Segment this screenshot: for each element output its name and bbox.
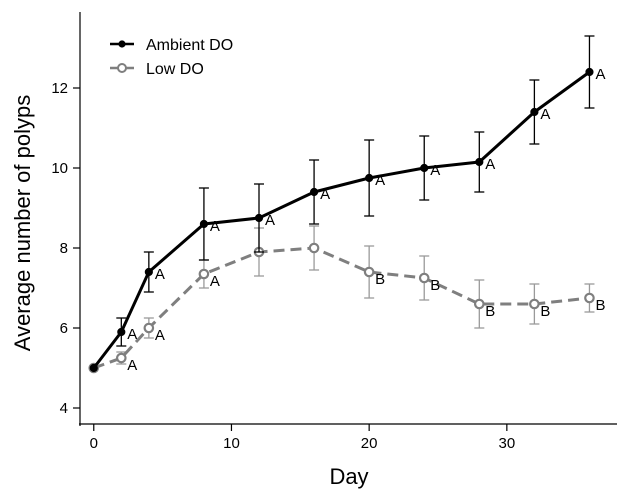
significance-label: A bbox=[210, 273, 220, 290]
data-point bbox=[89, 363, 98, 373]
y-tick-label: 12 bbox=[51, 80, 68, 97]
data-point bbox=[420, 163, 429, 173]
y-tick-label: 8 bbox=[60, 240, 68, 257]
data-point bbox=[117, 327, 126, 337]
legend-item: Ambient DO bbox=[110, 37, 233, 54]
significance-label: A bbox=[540, 106, 550, 123]
data-point bbox=[418, 272, 430, 284]
data-point bbox=[144, 267, 153, 277]
significance-label: A bbox=[320, 186, 330, 203]
data-point bbox=[198, 268, 210, 280]
significance-label: A bbox=[430, 162, 440, 179]
series-low-do bbox=[88, 225, 595, 374]
x-tick-label: 10 bbox=[223, 435, 240, 452]
x-tick-label: 20 bbox=[361, 435, 378, 452]
data-point bbox=[475, 157, 484, 167]
series-ambient-do bbox=[89, 35, 595, 373]
data-point bbox=[363, 266, 375, 278]
data-point bbox=[529, 298, 540, 310]
x-tick-label: 0 bbox=[90, 435, 98, 452]
significance-label: B bbox=[595, 297, 605, 314]
data-point bbox=[585, 67, 594, 77]
significance-label: A bbox=[127, 326, 137, 343]
x-axis-title: Day bbox=[329, 464, 368, 489]
significance-label: B bbox=[375, 271, 385, 288]
significance-label: A bbox=[210, 218, 220, 235]
data-point bbox=[199, 219, 209, 229]
data-point bbox=[530, 107, 539, 117]
significance-label: B bbox=[430, 277, 440, 294]
data-point bbox=[309, 187, 319, 197]
x-tick-label: 30 bbox=[499, 435, 516, 452]
data-point bbox=[584, 292, 595, 304]
y-axis-title: Average number of polyps bbox=[10, 95, 35, 351]
significance-label: B bbox=[485, 303, 495, 320]
data-point bbox=[308, 242, 320, 254]
significance-label: A bbox=[375, 172, 385, 189]
significance-label: A bbox=[127, 357, 137, 374]
data-point bbox=[365, 173, 374, 183]
legend-item: Low DO bbox=[110, 61, 204, 78]
y-tick-label: 6 bbox=[60, 320, 68, 337]
legend-label: Ambient DO bbox=[146, 37, 233, 54]
series-layer bbox=[88, 35, 595, 374]
axes: 0 10 20 30 4 6 8 10 12 bbox=[51, 12, 617, 452]
series-line bbox=[92, 70, 591, 369]
significance-label: B bbox=[540, 303, 550, 320]
significance-label: A bbox=[155, 327, 165, 344]
data-point bbox=[254, 213, 264, 223]
legend-label: Low DO bbox=[146, 61, 204, 78]
significance-label: A bbox=[155, 266, 165, 283]
significance-label: A bbox=[485, 156, 495, 173]
legend-marker bbox=[118, 40, 126, 48]
data-point bbox=[143, 322, 155, 334]
y-tick-label: 4 bbox=[60, 400, 68, 417]
series-line bbox=[93, 246, 590, 370]
data-point bbox=[116, 352, 127, 364]
legend-marker bbox=[117, 63, 127, 73]
data-point bbox=[474, 298, 485, 310]
significance-label: A bbox=[265, 212, 275, 229]
significance-label: A bbox=[595, 66, 605, 83]
y-tick-label: 10 bbox=[51, 160, 68, 177]
legend: Ambient DO Low DO bbox=[110, 37, 233, 78]
